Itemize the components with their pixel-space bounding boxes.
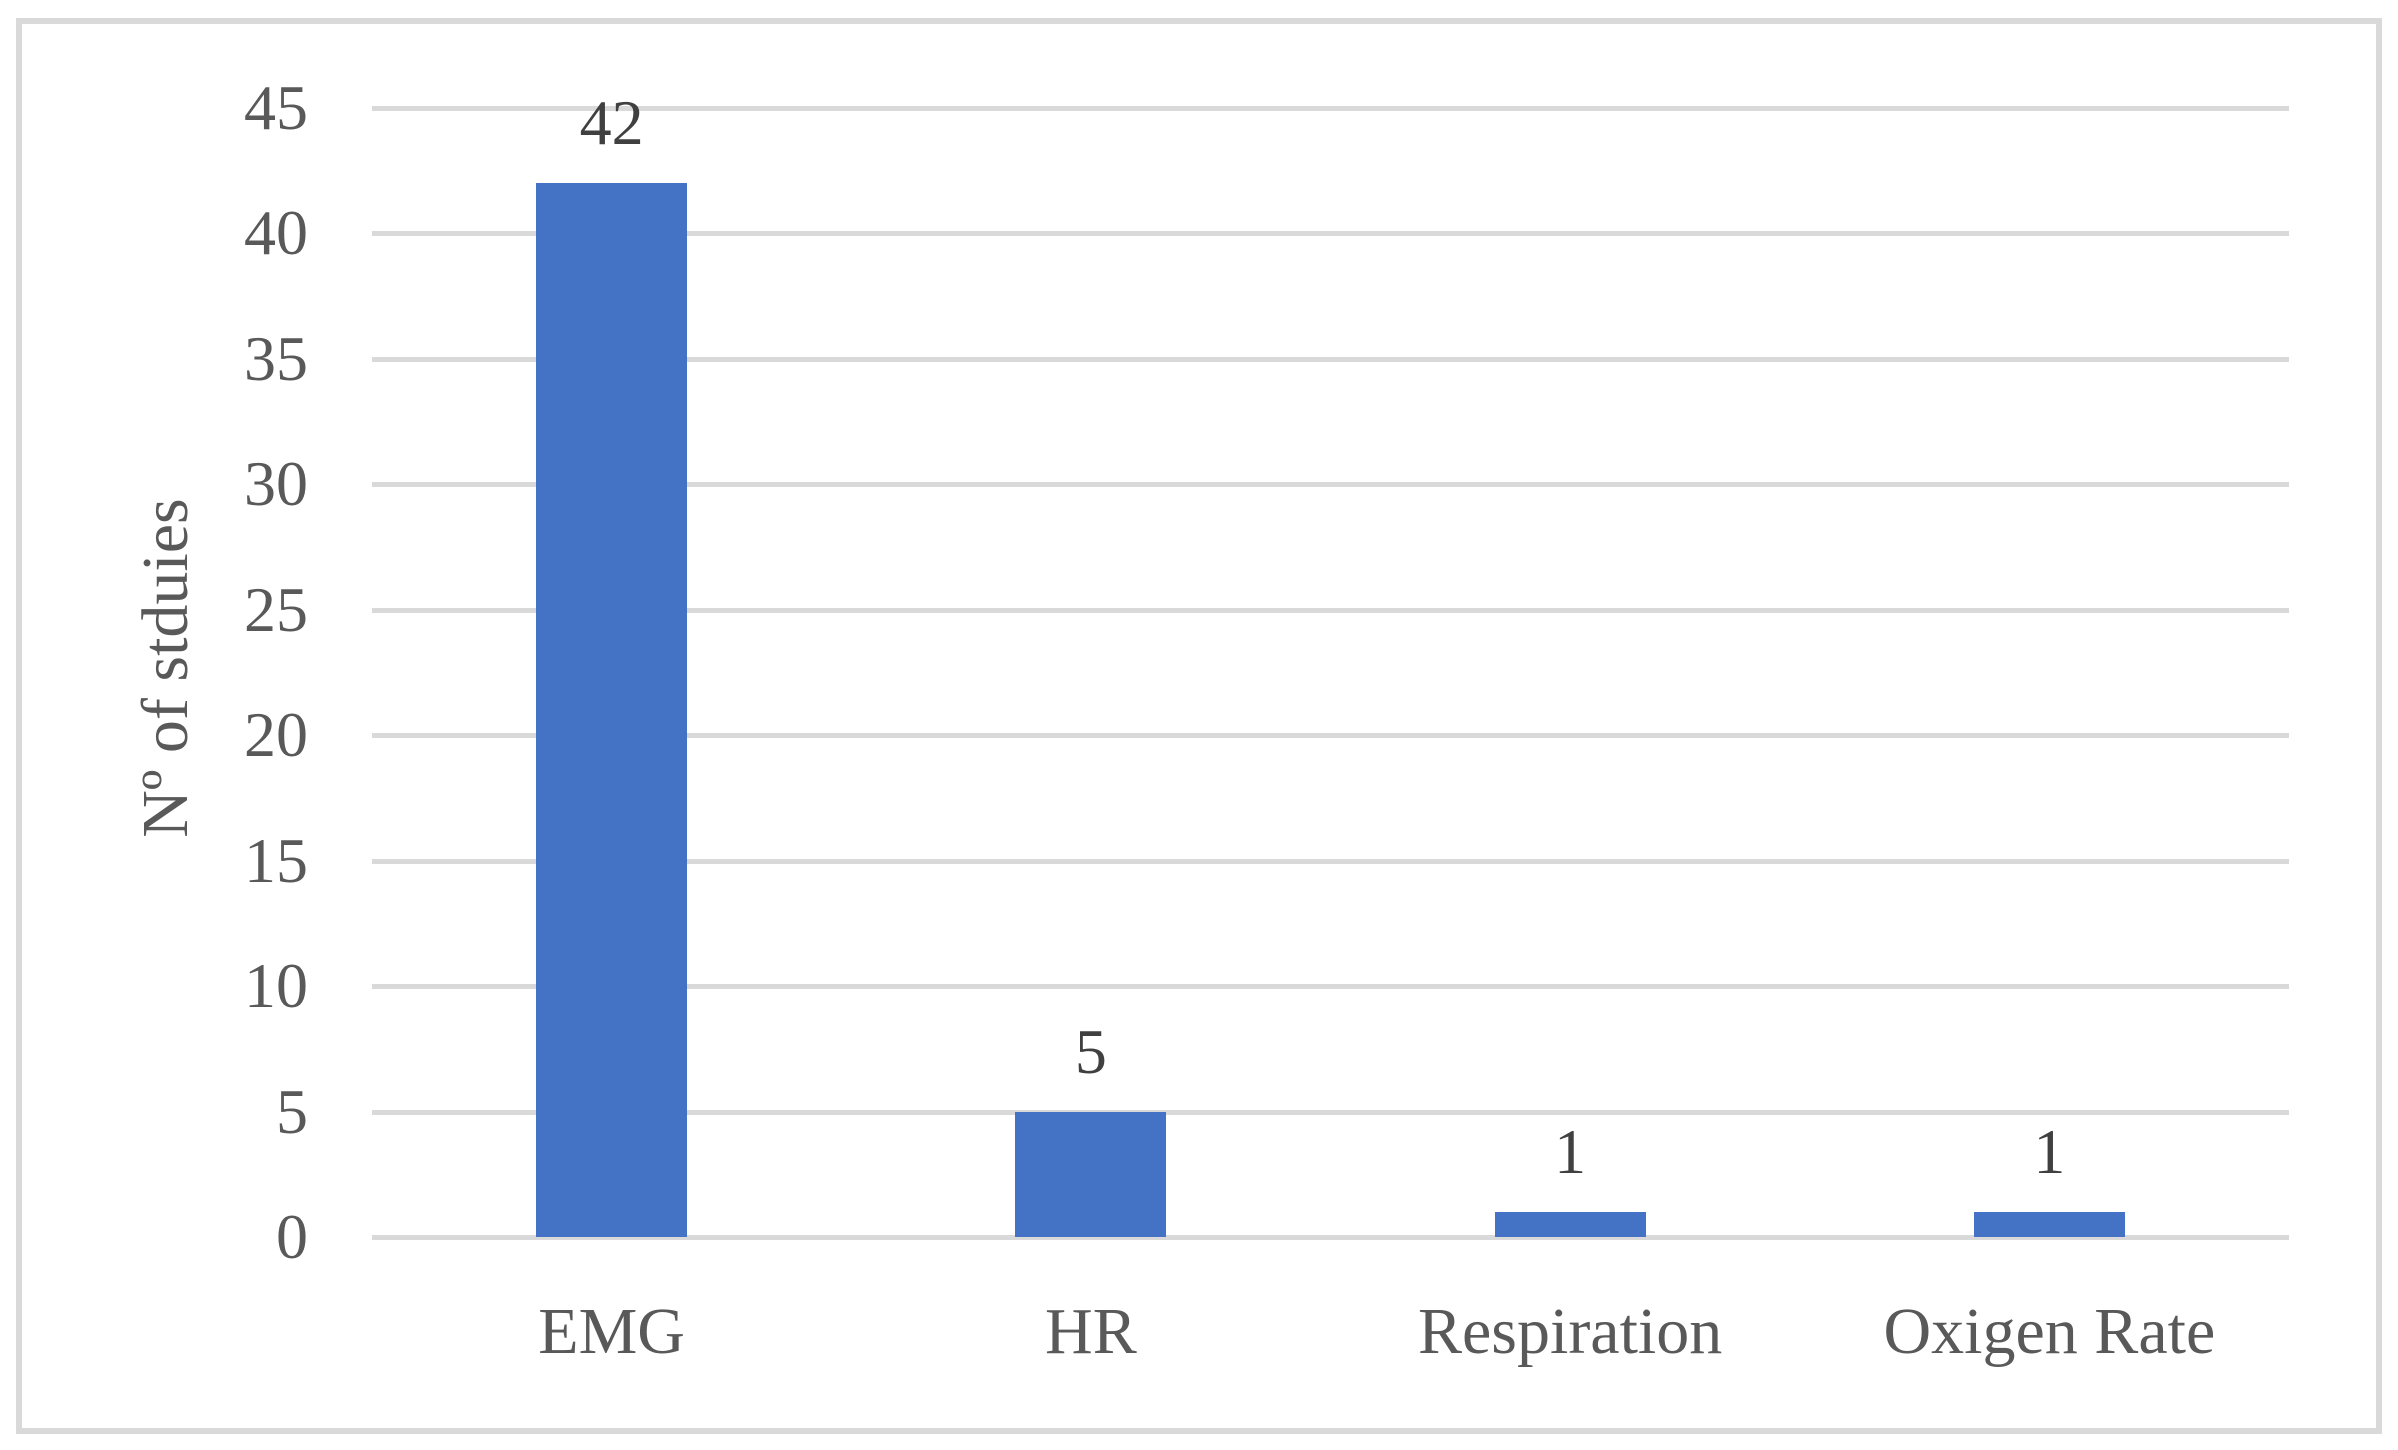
gridline-30 <box>372 482 2289 488</box>
bar-value-label-respiration: 1 <box>1554 1115 1587 1187</box>
plot-area: 42 5 1 1 <box>372 91 2289 1240</box>
bar-oxigen-rate <box>1973 1211 2125 1237</box>
y-tick-label-20: 20 <box>244 699 308 771</box>
y-tick-label-35: 35 <box>244 322 308 394</box>
gridline-40 <box>372 231 2289 237</box>
y-tick-label-5: 5 <box>276 1075 308 1147</box>
x-category-label-oxigen-rate: Oxigen Rate <box>1883 1295 2216 1368</box>
gridline-45 <box>372 106 2289 111</box>
gridline-20 <box>372 733 2289 739</box>
bar-hr <box>1015 1111 1167 1237</box>
bar-value-label-emg: 42 <box>579 87 644 159</box>
y-tick-label-15: 15 <box>244 824 308 896</box>
bar-value-label-oxigen-rate: 1 <box>2033 1115 2066 1187</box>
gridline-5 <box>372 1109 2289 1115</box>
gridline-0 <box>372 1235 2289 1240</box>
y-tick-label-40: 40 <box>244 197 308 269</box>
bar-respiration <box>1494 1211 1646 1237</box>
y-axis-title: Nº of stduies <box>129 498 202 838</box>
gridline-10 <box>372 984 2289 990</box>
bar-emg <box>536 183 688 1237</box>
chart-frame <box>16 18 2382 1434</box>
x-category-label-respiration: Respiration <box>1417 1295 1723 1368</box>
y-tick-label-25: 25 <box>244 573 308 645</box>
y-tick-label-10: 10 <box>244 950 308 1022</box>
gridline-15 <box>372 858 2289 864</box>
y-tick-label-0: 0 <box>276 1201 308 1272</box>
x-category-label-emg: EMG <box>538 1295 685 1368</box>
y-tick-label-30: 30 <box>244 448 308 520</box>
bar-value-label-hr: 5 <box>1074 1015 1107 1087</box>
gridline-35 <box>372 356 2289 362</box>
gridline-25 <box>372 607 2289 613</box>
x-category-label-hr: HR <box>1045 1295 1137 1368</box>
y-tick-label-45: 45 <box>244 72 308 143</box>
